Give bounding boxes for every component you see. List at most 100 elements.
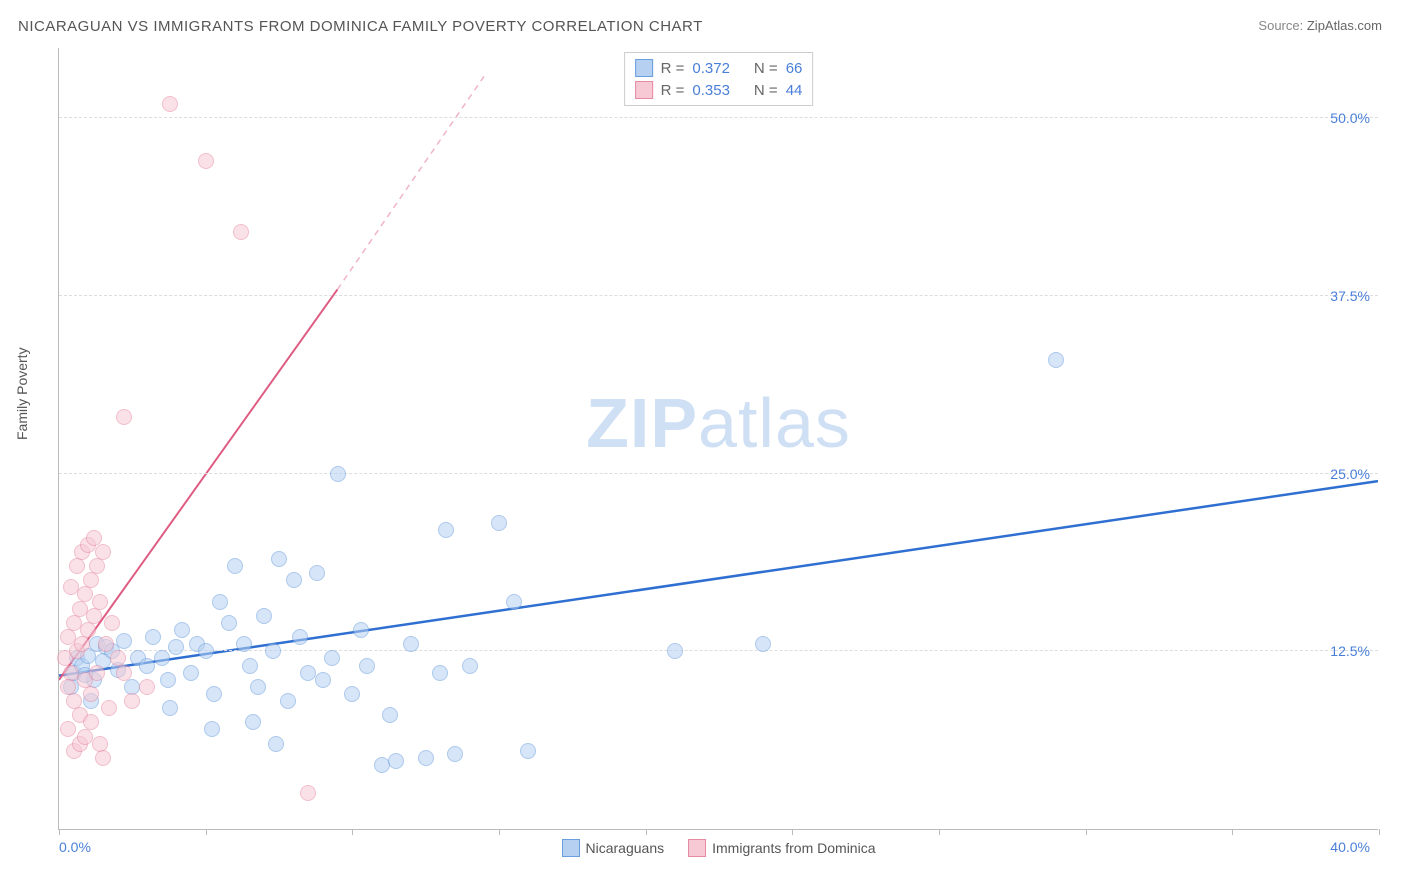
data-point — [162, 700, 178, 716]
data-point — [95, 750, 111, 766]
data-point — [245, 714, 261, 730]
data-point — [280, 693, 296, 709]
data-point — [388, 753, 404, 769]
trendline — [337, 76, 484, 289]
data-point — [83, 572, 99, 588]
legend-label: Immigrants from Dominica — [712, 840, 875, 856]
data-point — [139, 658, 155, 674]
data-point — [265, 643, 281, 659]
data-point — [92, 594, 108, 610]
data-point — [309, 565, 325, 581]
data-point — [139, 679, 155, 695]
data-point — [667, 643, 683, 659]
watermark: ZIPatlas — [586, 383, 851, 463]
x-axis-max-label: 40.0% — [1330, 839, 1370, 855]
data-point — [77, 729, 93, 745]
legend-swatch — [635, 81, 653, 99]
source-label: Source: — [1258, 18, 1303, 33]
n-label: N = — [754, 60, 778, 77]
trendline — [59, 289, 337, 680]
data-point — [300, 665, 316, 681]
data-point — [162, 96, 178, 112]
x-tick — [352, 829, 353, 835]
data-point — [116, 633, 132, 649]
x-tick — [499, 829, 500, 835]
legend-row: R = 0.353 N = 44 — [635, 79, 803, 101]
x-tick — [939, 829, 940, 835]
x-tick — [1086, 829, 1087, 835]
r-label: R = — [661, 82, 685, 99]
data-point — [116, 409, 132, 425]
data-point — [174, 622, 190, 638]
data-point — [198, 643, 214, 659]
x-tick — [59, 829, 60, 835]
x-tick — [1232, 829, 1233, 835]
data-point — [212, 594, 228, 610]
data-point — [330, 466, 346, 482]
r-value: 0.353 — [692, 82, 730, 99]
gridline — [59, 650, 1378, 651]
y-tick-label: 37.5% — [1330, 288, 1370, 304]
data-point — [315, 672, 331, 688]
data-point — [89, 558, 105, 574]
x-tick — [646, 829, 647, 835]
data-point — [300, 785, 316, 801]
y-tick-label: 50.0% — [1330, 110, 1370, 126]
legend-row: R = 0.372 N = 66 — [635, 57, 803, 79]
y-axis-label: Family Poverty — [14, 347, 30, 440]
watermark-atlas: atlas — [698, 384, 851, 462]
data-point — [98, 636, 114, 652]
data-point — [271, 551, 287, 567]
data-point — [95, 544, 111, 560]
data-point — [86, 608, 102, 624]
data-point — [86, 530, 102, 546]
source-attribution: Source: ZipAtlas.com — [1258, 18, 1382, 33]
data-point — [292, 629, 308, 645]
n-value: 44 — [786, 82, 803, 99]
data-point — [74, 636, 90, 652]
scatter-chart: ZIPatlas R = 0.372 N = 66 R = 0.353 N = … — [58, 48, 1378, 830]
data-point — [353, 622, 369, 638]
data-point — [145, 629, 161, 645]
data-point — [447, 746, 463, 762]
x-axis-min-label: 0.0% — [59, 839, 91, 855]
data-point — [221, 615, 237, 631]
data-point — [268, 736, 284, 752]
data-point — [227, 558, 243, 574]
data-point — [204, 721, 220, 737]
watermark-zip: ZIP — [586, 384, 698, 462]
data-point — [69, 558, 85, 574]
data-point — [77, 586, 93, 602]
legend-swatch — [635, 59, 653, 77]
data-point — [104, 615, 120, 631]
data-point — [80, 622, 96, 638]
data-point — [124, 693, 140, 709]
data-point — [83, 686, 99, 702]
data-point — [1048, 352, 1064, 368]
data-point — [462, 658, 478, 674]
data-point — [198, 153, 214, 169]
data-point — [236, 636, 252, 652]
data-point — [101, 700, 117, 716]
trendline — [59, 481, 1378, 676]
r-label: R = — [661, 60, 685, 77]
data-point — [432, 665, 448, 681]
trendlines-svg — [59, 48, 1378, 829]
data-point — [438, 522, 454, 538]
y-tick-label: 25.0% — [1330, 466, 1370, 482]
data-point — [116, 665, 132, 681]
legend-item: Immigrants from Dominica — [688, 839, 875, 857]
x-tick — [792, 829, 793, 835]
source-value: ZipAtlas.com — [1307, 18, 1382, 33]
data-point — [66, 615, 82, 631]
data-point — [374, 757, 390, 773]
data-point — [256, 608, 272, 624]
correlation-legend: R = 0.372 N = 66 R = 0.353 N = 44 — [624, 52, 814, 106]
data-point — [344, 686, 360, 702]
data-point — [168, 639, 184, 655]
x-tick — [206, 829, 207, 835]
data-point — [89, 665, 105, 681]
x-tick — [1379, 829, 1380, 835]
data-point — [83, 714, 99, 730]
gridline — [59, 117, 1378, 118]
